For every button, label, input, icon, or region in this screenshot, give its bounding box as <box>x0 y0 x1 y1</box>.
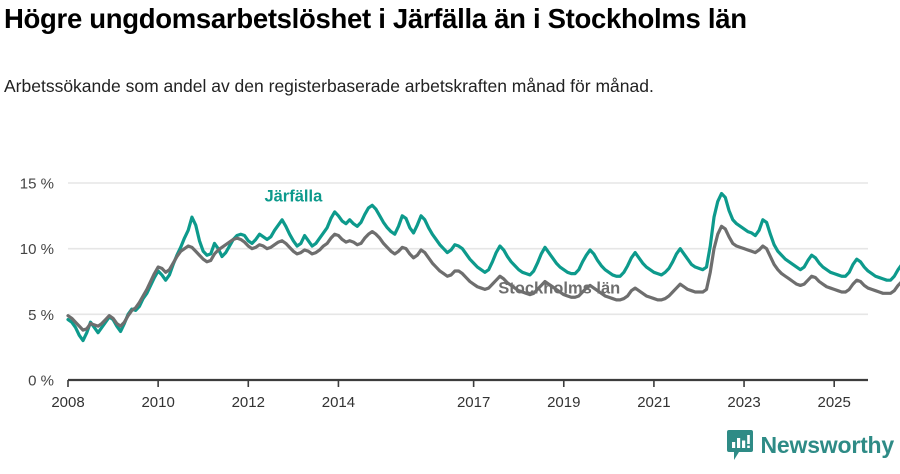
y-tick-label: 15 % <box>20 176 54 193</box>
x-tick-label: 2019 <box>547 394 580 410</box>
chart-subtitle: Arbetssökande som andel av den registerb… <box>4 76 654 96</box>
series-annotation-jarfalla: Järfälla <box>264 187 323 205</box>
x-tick-label: 2021 <box>637 394 670 410</box>
x-axis-tick-labels: 2008 2010 2012 2014 2017 2019 2021 2023 2025 <box>51 394 851 410</box>
series-annotation-stockholms-lan: Stockholms län <box>498 279 620 297</box>
line-chart: 0 %5 %10 %15 % 2008 2010 2012 2014 2017 2019 2… <box>20 176 900 410</box>
x-tick-label: 2023 <box>727 394 760 410</box>
series-line-stockholms-lan <box>66 224 900 332</box>
x-tick-label: 2010 <box>141 394 174 410</box>
series-lines <box>66 191 900 343</box>
y-tick-label: 0 % <box>28 373 54 390</box>
newsworthy-logo-text: Newsworthy <box>760 432 895 458</box>
x-tick-label: 2012 <box>232 394 265 410</box>
newsworthy-logo[interactable]: Newsworthy <box>726 430 895 460</box>
y-axis-tick-labels: 0 % 5 % 10 % 15 % <box>20 176 54 390</box>
x-tick-label: 2025 <box>818 394 851 410</box>
x-tick-label: 2017 <box>457 394 490 410</box>
series-annotations: Järfälla Stockholms län <box>264 187 620 297</box>
bar-chart-speech-bubble-icon <box>726 430 753 460</box>
x-axis-ticks <box>67 380 835 387</box>
chart-footer: Newsworthy <box>0 414 900 474</box>
y-tick-label: 5 % <box>28 307 54 324</box>
y-tick-label: 10 % <box>20 241 54 258</box>
x-tick-label: 2008 <box>51 394 84 410</box>
chart-plot-area: 0 % 5 % 10 % 15 % 2008 2010 2012 2014 2017 2019 2… <box>0 150 900 410</box>
x-tick-label: 2014 <box>322 394 355 410</box>
series-line-jarfalla <box>66 191 900 343</box>
page-title: Högre ungdomsarbetslöshet i Järfälla än … <box>4 3 747 34</box>
